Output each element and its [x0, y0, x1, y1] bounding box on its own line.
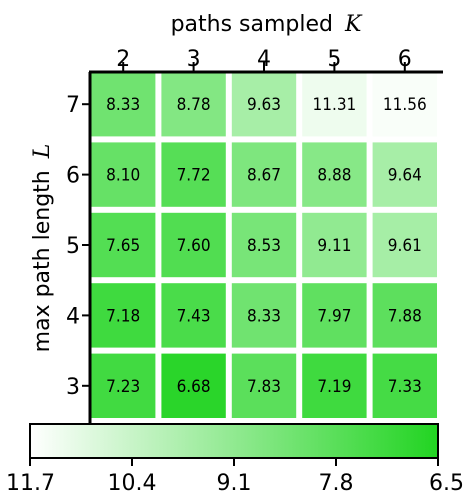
y-axis-title-symbol: L: [30, 144, 55, 160]
cell-value-label: 8.78: [177, 95, 211, 115]
colorbar-tick-label: 6.5: [429, 471, 464, 496]
heatmap-cell: [161, 142, 226, 207]
cell-value-label: 8.33: [247, 306, 281, 326]
cell-value-label: 7.19: [317, 377, 351, 397]
x-tick-group: 2 3 4 5 6: [116, 47, 412, 72]
cell-value-label: 7.43: [177, 306, 211, 326]
cell-value-label: 7.83: [247, 377, 281, 397]
colorbar: [29, 423, 439, 459]
heatmap-cell: [91, 283, 156, 348]
heatmap-cell: [372, 72, 437, 137]
heatmap-cell: [91, 212, 156, 278]
y-tick-label: 7: [66, 93, 80, 118]
y-tick-group: 7 6 5 4 3: [66, 93, 90, 400]
cell-value-label: 7.65: [106, 236, 140, 256]
heatmap-cell: [91, 353, 156, 418]
heatmap-cell: [302, 212, 367, 278]
x-axis-title: paths sampled K: [171, 12, 363, 37]
cell-value-label: 7.72: [177, 166, 211, 186]
cell-value-label: 8.10: [106, 166, 140, 186]
cell-value-label: 9.11: [317, 236, 351, 256]
cell-value-label: 7.97: [317, 306, 351, 326]
x-axis-title-text: paths sampled: [171, 12, 333, 37]
cell-value-label: 9.64: [388, 166, 422, 186]
y-tick-label: 4: [66, 304, 80, 329]
y-axis-title-text: max path length: [30, 170, 55, 352]
cell-value-label: 7.18: [106, 306, 140, 326]
x-tick-label: 4: [257, 47, 271, 72]
cell-value-label: 7.60: [177, 236, 211, 256]
heatmap-cell: [161, 72, 226, 137]
colorbar-tick-label: 7.8: [319, 471, 354, 496]
heatmap-cell: [231, 142, 297, 207]
heatmap-cell: [372, 283, 437, 348]
x-tick-label: 3: [187, 47, 201, 72]
colorbar-tick-label: 10.4: [108, 471, 157, 496]
x-tick-label: 6: [398, 47, 412, 72]
cell-value-label: 8.53: [247, 236, 281, 256]
heatmap-cell: [372, 142, 437, 207]
cell-value-label: 7.33: [388, 377, 422, 397]
heatmap-cell: [302, 353, 367, 418]
heatmap-cell: [161, 212, 226, 278]
colorbar-tick-label: 9.1: [217, 471, 252, 496]
cell-value-label: 7.23: [106, 377, 140, 397]
cell-value-label: 11.56: [383, 95, 427, 115]
cell-value-label: 9.61: [388, 236, 422, 256]
heatmap-cell: [91, 72, 156, 137]
cell-value-label: 9.63: [247, 95, 281, 115]
heatmap-cell: [231, 72, 297, 137]
heatmap-cell: [302, 142, 367, 207]
heatmap-cells: 8.33 8.78 9.63 11.31 11.56 8.10 7.72 8.67 8.88 9.…: [91, 72, 437, 418]
heatmap-cell: [161, 283, 226, 348]
colorbar-tick-label: 11.7: [6, 471, 55, 496]
y-axis-title: max path length L: [30, 144, 55, 353]
heatmap-cell: [161, 353, 226, 418]
colorbar-tick-group: 11.7 10.4 9.1 7.8 6.5: [6, 458, 464, 496]
heatmap-cell: [302, 72, 367, 137]
cell-value-label: 8.88: [317, 166, 351, 186]
cell-value-label: 8.33: [106, 95, 140, 115]
y-tick-label: 3: [66, 375, 80, 400]
heatmap-cell: [91, 142, 156, 207]
heatmap-cell: [372, 353, 437, 418]
x-axis-title-symbol: K: [344, 12, 363, 37]
heatmap-cell: [231, 353, 297, 418]
heatmap-cell: [302, 283, 367, 348]
cell-value-label: 7.88: [388, 306, 422, 326]
y-tick-label: 5: [66, 234, 80, 259]
y-tick-label: 6: [66, 164, 80, 189]
heatmap-cell: [231, 212, 297, 278]
heatmap-cell: [372, 212, 437, 278]
cell-value-label: 11.31: [313, 95, 357, 115]
x-tick-label: 2: [116, 47, 130, 72]
cell-value-label: 6.68: [177, 377, 211, 397]
x-tick-label: 5: [327, 47, 341, 72]
cell-value-label: 8.67: [247, 166, 281, 186]
heatmap-cell: [231, 283, 297, 348]
